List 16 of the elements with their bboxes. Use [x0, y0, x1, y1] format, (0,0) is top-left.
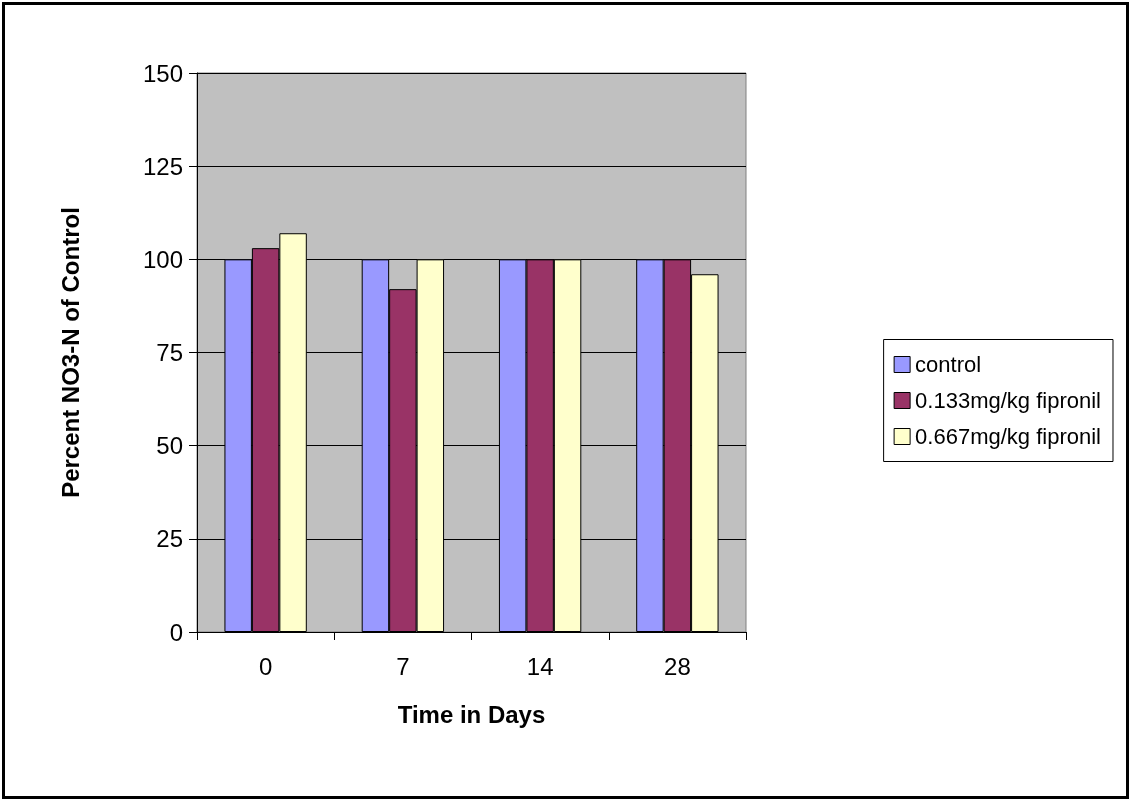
x-tick-label: 14: [526, 652, 554, 680]
x-axis-title: Time in Days: [397, 700, 546, 728]
legend-label: control: [915, 352, 982, 377]
y-tick-label: 150: [142, 59, 183, 87]
y-axis-title: Percent NO3-N of Control: [56, 207, 84, 498]
y-tick-label: 25: [156, 525, 183, 553]
legend-label: 0.667mg/kg fipronil: [915, 424, 1102, 449]
x-tick-label: 28: [664, 652, 691, 680]
y-tick-label: 75: [156, 339, 183, 366]
y-tick-label: 50: [156, 432, 183, 460]
x-tick-label: 7: [396, 652, 410, 680]
legend-label: 0.133mg/kg fipronil: [915, 388, 1102, 413]
y-tick-label: 100: [142, 245, 183, 273]
y-tick-label: 125: [142, 152, 183, 180]
y-tick-label: 0: [169, 618, 183, 646]
x-tick-label: 0: [258, 652, 273, 680]
